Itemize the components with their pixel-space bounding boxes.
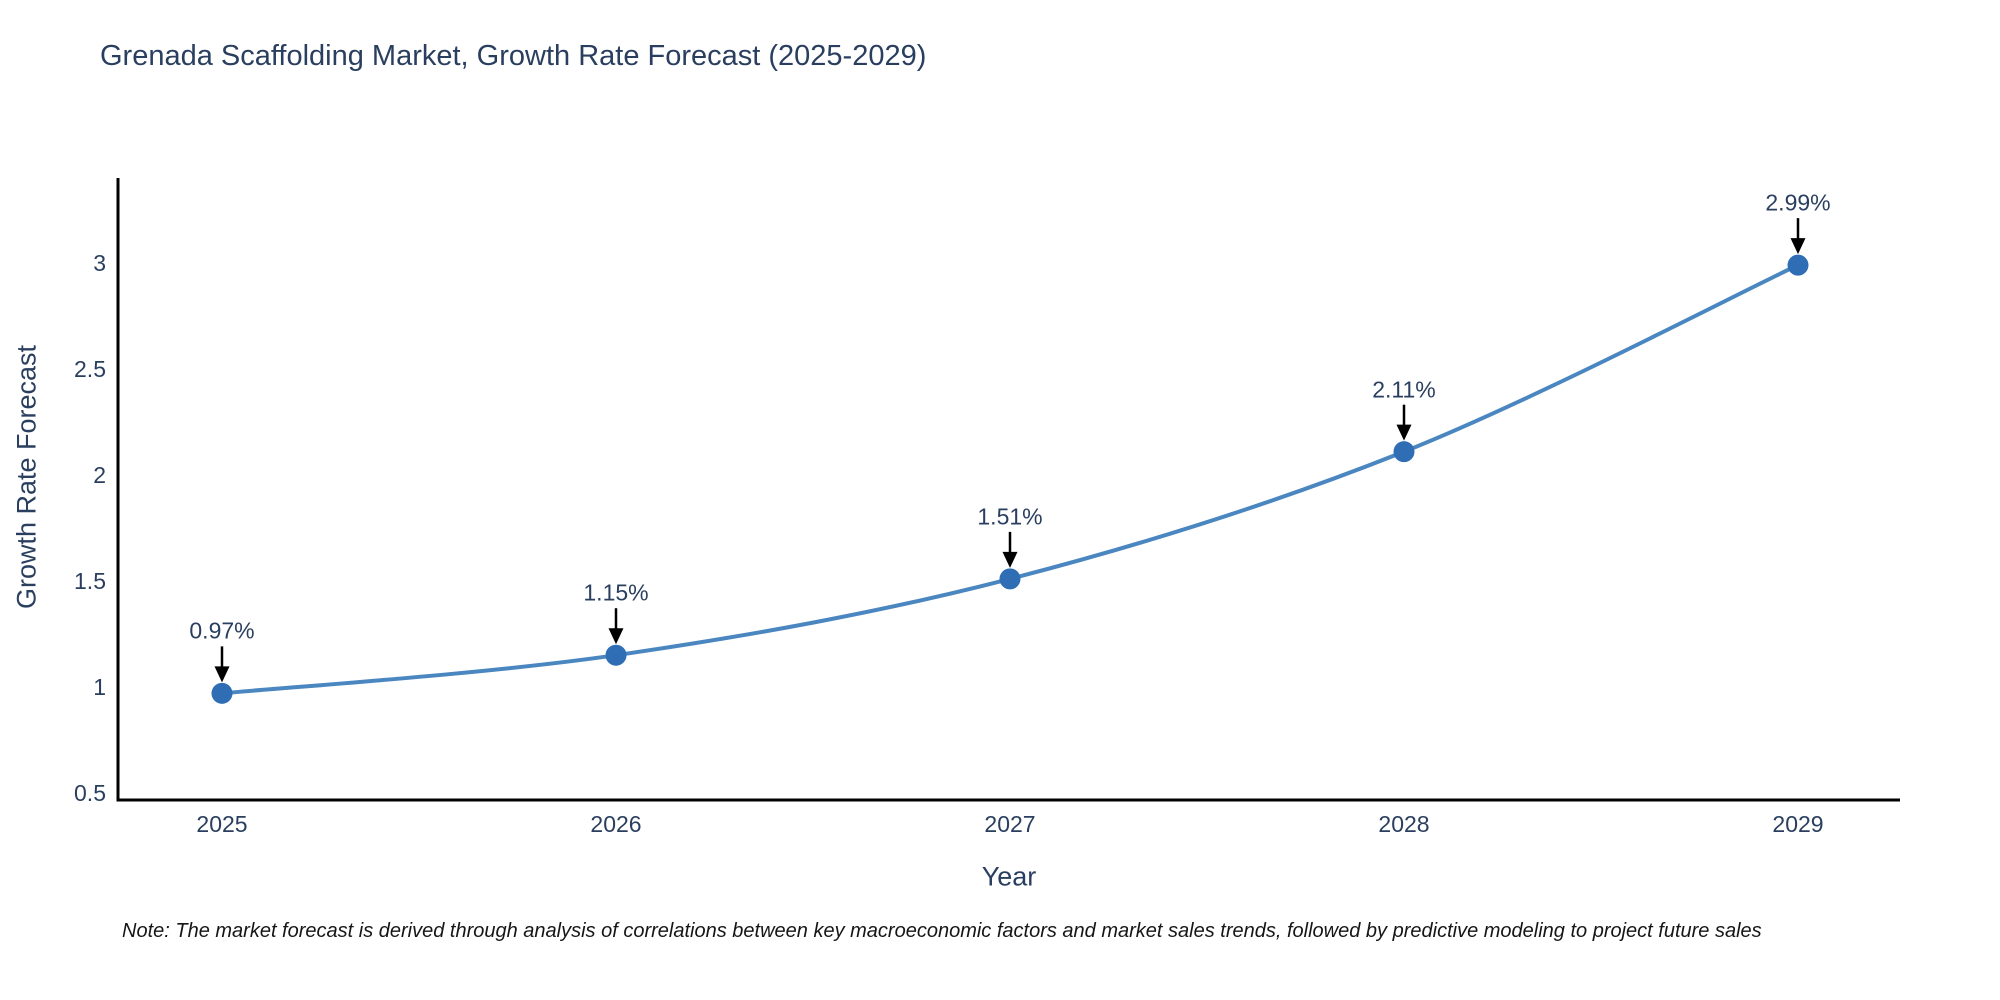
line-series [220,263,1800,696]
chart-note: Note: The market forecast is derived thr… [122,920,1762,942]
chart-title: Grenada Scaffolding Market, Growth Rate … [100,40,927,72]
x-tick-label: 2026 [590,811,642,837]
y-tick-label: 2 [93,462,106,488]
x-tick-label: 2028 [1378,811,1430,837]
y-tick-label: 3 [93,250,106,276]
annotation-arrowhead [1396,424,1412,441]
y-tick-label: 1.5 [74,568,106,594]
y-tick-label: 1 [93,674,106,700]
data-point-marker [1787,254,1809,276]
annotation-arrowhead [1790,238,1806,255]
data-point-annotation: 1.15% [583,579,649,606]
annotation-arrowhead [214,666,230,683]
y-tick-label: 2.5 [74,356,106,382]
y-tick-label: 0.5 [74,780,106,806]
x-tick-label: 2025 [196,811,248,837]
data-point-marker [211,682,233,704]
x-tick-label: 2029 [1772,811,1824,837]
data-point-annotation: 1.51% [977,503,1043,530]
annotation-arrowhead [608,628,624,645]
x-axis-title: Year [981,861,1037,892]
data-point-annotation: 2.11% [1372,376,1436,403]
data-point-annotation: 0.97% [189,617,255,644]
x-tick-label: 2027 [984,811,1036,837]
data-point-marker [999,568,1021,590]
annotation-arrowhead [1002,551,1018,568]
data-point-marker [605,644,627,666]
data-point-marker [1393,441,1415,463]
data-point-annotation: 2.99% [1765,189,1831,216]
